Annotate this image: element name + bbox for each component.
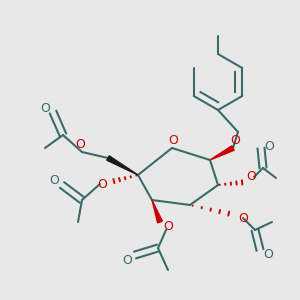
Text: O: O: [230, 134, 240, 146]
Polygon shape: [210, 146, 234, 160]
Text: O: O: [168, 134, 178, 146]
Text: O: O: [97, 178, 107, 191]
Text: O: O: [246, 170, 256, 184]
Text: O: O: [238, 212, 248, 224]
Text: O: O: [163, 220, 173, 233]
Text: O: O: [40, 103, 50, 116]
Text: O: O: [122, 254, 132, 266]
Polygon shape: [107, 156, 138, 175]
Text: O: O: [75, 137, 85, 151]
Text: O: O: [264, 140, 274, 152]
Text: O: O: [49, 175, 59, 188]
Text: O: O: [263, 248, 273, 262]
Polygon shape: [152, 200, 162, 223]
